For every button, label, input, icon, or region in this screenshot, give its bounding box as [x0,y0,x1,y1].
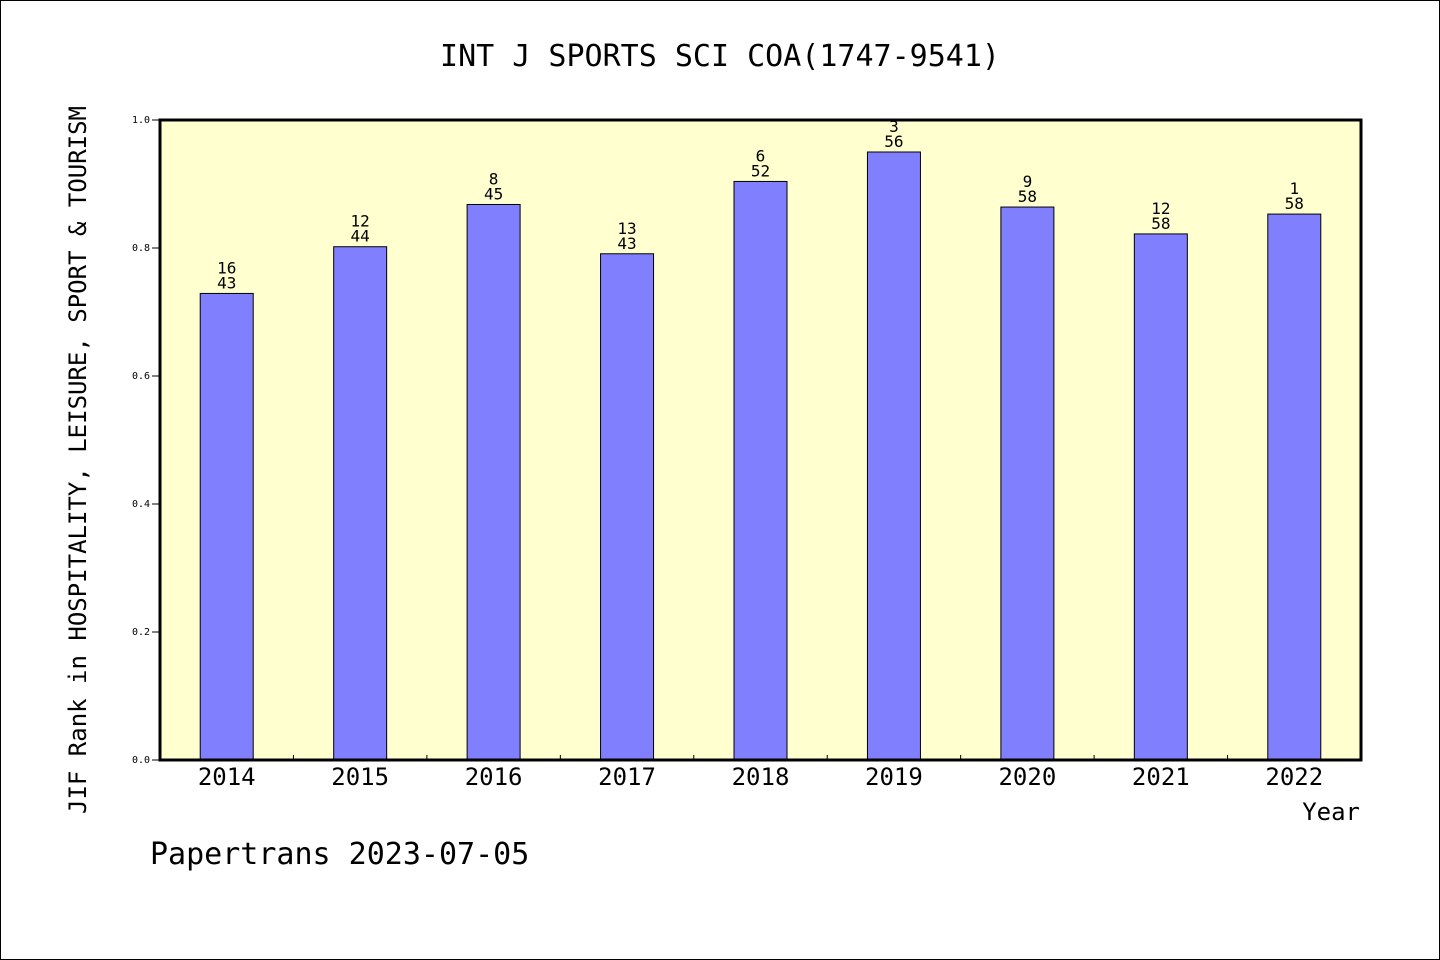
chart-title: INT J SPORTS SCI COA(1747-9541) [440,39,1000,74]
bar-rank-label: 12 [351,212,370,231]
bar-total-label: 45 [484,184,503,203]
y-axis-label: JIF Rank in HOSPITALITY, LEISURE, SPORT … [64,106,92,814]
y-tick-label: 0.4 [132,499,150,510]
bar-2020 [1000,206,1055,761]
bar-rank-label: 9 [1023,172,1033,191]
bar-total-label: 56 [884,132,903,151]
x-tick-label: 2020 [998,763,1056,791]
bar-2017 [600,253,655,761]
bars-layer [199,151,1322,761]
x-tick-label: 2015 [331,763,389,791]
y-tick-label: 1.0 [132,115,150,126]
x-tick-label: 2021 [1132,763,1190,791]
x-ticks-layer: 2014 2015 2016 2017 2018 2019 2020 2021 2022 [198,755,1323,791]
bar-total-label: 58 [1151,214,1170,233]
x-tick-label: 2019 [865,763,923,791]
x-axis-label: Year [1302,798,1360,826]
bar-total-label: 43 [617,234,636,253]
bar-rank-label: 13 [617,219,636,238]
bar-total-label: 44 [351,227,370,246]
bar-2016 [466,203,521,761]
bar-rank-label: 1 [1289,179,1299,198]
x-tick-label: 2016 [465,763,523,791]
x-tick-label: 2014 [198,763,256,791]
bar-rank-label: 8 [489,169,499,188]
y-tick-label: 0.8 [132,243,150,254]
bar-total-label: 43 [217,273,236,292]
footer-watermark: Papertrans 2023-07-05 [150,837,529,872]
bar-total-label: 58 [1018,187,1037,206]
bar-total-label: 52 [751,161,770,180]
y-ticks-layer: 0.0 0.2 0.4 0.6 0.8 1.0 [132,115,160,766]
bar-2022 [1267,213,1322,761]
bar-2018 [733,180,788,761]
bar-2021 [1133,233,1188,761]
x-tick-label: 2017 [598,763,656,791]
y-tick-label: 0.2 [132,627,150,638]
plot-border [158,118,1363,762]
bar-rank-label: 6 [756,146,766,165]
y-tick-label: 0.6 [132,371,150,382]
bar-rank-label: 16 [217,258,236,277]
bar-2014 [199,292,254,761]
bar-rank-label: 12 [1151,199,1170,218]
bar-total-label: 58 [1285,194,1304,213]
bar-2015 [333,246,388,761]
x-tick-label: 2022 [1265,763,1323,791]
x-tick-label: 2018 [732,763,790,791]
bar-2019 [866,151,921,761]
y-tick-label: 0.0 [132,755,150,766]
bar-rank-label: 3 [889,117,899,136]
